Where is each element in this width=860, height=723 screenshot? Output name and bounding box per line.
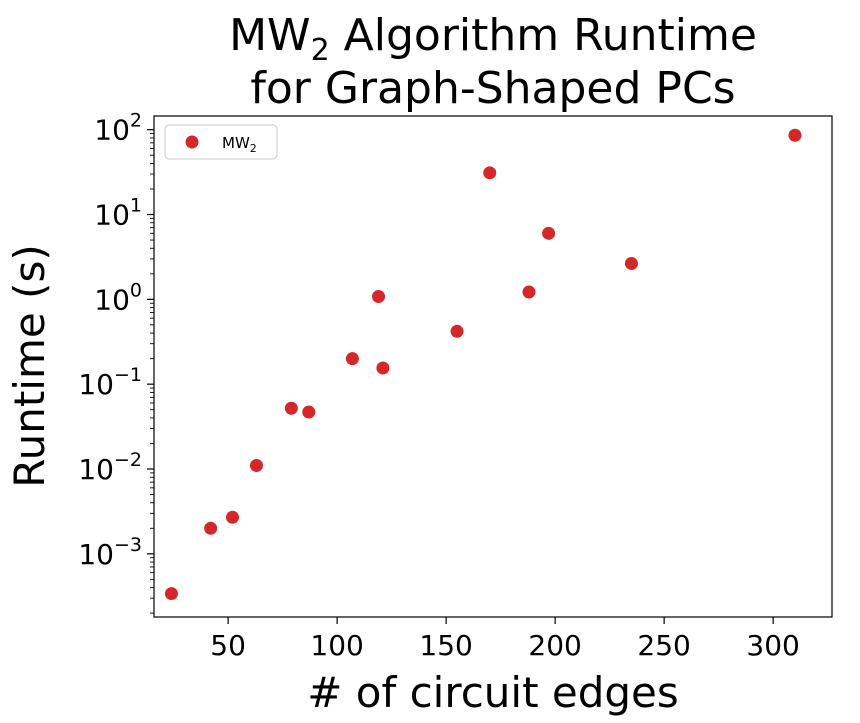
data-point [204, 521, 218, 535]
y-tick-label: 10−3 [78, 534, 142, 571]
data-point [249, 458, 263, 472]
y-tick-exponent: 1 [130, 195, 142, 217]
y-tick-label: 10−1 [78, 364, 142, 401]
legend-marker [185, 135, 199, 149]
y-tick-label: 101 [94, 195, 142, 232]
data-point [345, 352, 359, 366]
scatter-points [164, 128, 802, 601]
data-point [542, 226, 556, 240]
y-tick-base: 10 [94, 114, 130, 147]
x-tick-label: 50 [210, 629, 246, 662]
x-tick-label: 150 [419, 629, 472, 662]
y-tick-exponent: 0 [130, 279, 142, 301]
x-tick-label: 100 [310, 629, 363, 662]
y-tick-label: 100 [94, 279, 142, 316]
chart-title-subscript: 2 [311, 33, 330, 68]
legend-box [164, 124, 278, 160]
y-tick-base: 10 [78, 538, 114, 571]
y-tick-label: 10−2 [78, 449, 142, 486]
y-tick-base: 10 [94, 199, 130, 232]
data-point [788, 128, 802, 142]
y-tick-base: 10 [78, 368, 114, 401]
y-axis-label: Runtime (s) [5, 244, 54, 487]
data-point [225, 510, 239, 524]
legend: MW2 [164, 124, 278, 160]
x-axis-ticks: 50 100 150 200 250 300 [210, 617, 800, 662]
y-tick-label: 102 [94, 110, 142, 147]
x-tick-label: 250 [637, 629, 690, 662]
legend-label-prefix: MW [222, 134, 250, 152]
data-point [284, 401, 298, 415]
x-tick-label: 200 [528, 629, 581, 662]
data-point [483, 166, 497, 180]
plot-area-frame [153, 115, 833, 618]
chart-title-suffix: Algorithm Runtime [330, 10, 757, 61]
x-axis-label: # of circuit edges [307, 668, 679, 717]
chart-title-line-1: MW2 Algorithm Runtime [229, 10, 757, 68]
data-point [164, 587, 178, 601]
y-tick-exponent: −2 [114, 449, 142, 471]
x-tick-label: 300 [746, 629, 799, 662]
data-point [376, 361, 390, 375]
chart-title-line-2: for Graph-Shaped PCs [250, 63, 735, 114]
data-point [372, 290, 386, 304]
y-tick-exponent: −1 [114, 364, 142, 386]
y-tick-exponent: −3 [114, 534, 142, 556]
legend-label-subscript: 2 [250, 142, 257, 155]
y-tick-exponent: 2 [130, 110, 142, 132]
data-point [450, 324, 464, 338]
data-point [522, 285, 536, 299]
data-point [624, 256, 638, 270]
y-tick-base: 10 [94, 283, 130, 316]
legend-label: MW2 [222, 134, 257, 155]
chart-title-prefix: MW [229, 10, 310, 61]
data-point [302, 405, 316, 419]
y-tick-base: 10 [78, 453, 114, 486]
